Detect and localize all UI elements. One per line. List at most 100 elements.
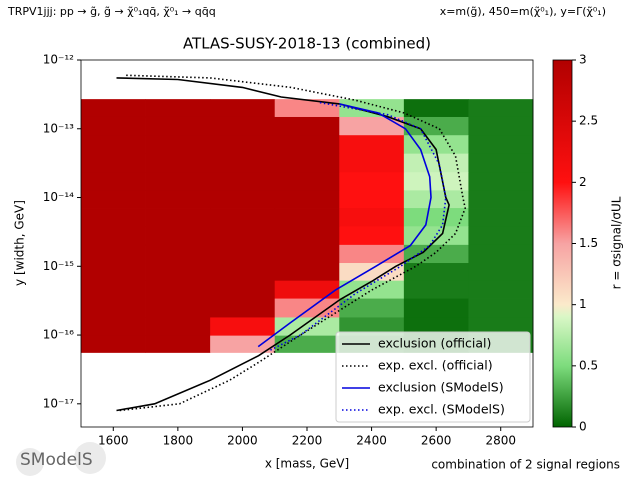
legend-box — [335, 331, 531, 423]
contour-line — [257, 103, 432, 348]
colorbar-tick-label: 0.5 — [579, 358, 598, 372]
colorbar-tick-label: 0 — [579, 420, 587, 434]
heat-cell — [274, 172, 340, 191]
heat-cell — [403, 208, 469, 227]
x-tick-label: 2800 — [485, 434, 516, 448]
heat-cell — [339, 99, 405, 118]
x-tick-label: 1600 — [98, 434, 129, 448]
heat-cell — [339, 244, 405, 264]
heat-cell — [403, 317, 469, 337]
heat-cell — [468, 190, 534, 209]
heat-cell — [81, 263, 146, 282]
heat-cell — [210, 244, 276, 264]
heat-cell — [339, 317, 405, 337]
heat-cell — [274, 135, 340, 155]
x-tick-label: 2000 — [227, 434, 258, 448]
heat-cell — [468, 280, 534, 299]
heat-cell — [210, 226, 276, 246]
heat-cell — [274, 153, 340, 173]
heat-cell — [81, 208, 146, 227]
heat-cell — [210, 208, 276, 227]
heat-cell — [145, 172, 211, 191]
subtitle-right: x=m(g̃), 450=m(χ̃⁰₁), y=Γ(χ̃⁰₁) — [440, 5, 606, 18]
heat-cell — [339, 263, 405, 282]
heat-cell — [274, 99, 340, 118]
x-tick-label: 2600 — [421, 434, 452, 448]
heat-cell — [274, 226, 340, 246]
heat-cell — [339, 172, 405, 191]
heat-cell — [468, 317, 534, 337]
heat-cell — [403, 263, 469, 282]
heat-cell — [81, 280, 146, 299]
heat-cell — [145, 298, 211, 318]
heat-cell — [145, 335, 211, 353]
colorbar-tick-label: 2.5 — [579, 114, 598, 128]
heat-cell — [145, 153, 211, 173]
heat-cell — [210, 99, 276, 118]
heat-cell — [468, 244, 534, 264]
heat-cell — [210, 172, 276, 191]
heat-cell — [468, 153, 534, 173]
heat-cell — [145, 263, 211, 282]
heat-cell — [145, 317, 211, 337]
footer: combination of 2 signal regions — [431, 458, 620, 472]
contour-line — [116, 77, 450, 412]
colorbar — [552, 59, 573, 428]
heat-cell — [210, 317, 276, 337]
heat-cell — [81, 99, 146, 118]
heat-cell — [81, 135, 146, 155]
heat-cell — [403, 172, 469, 191]
heat-cell — [403, 280, 469, 299]
x-axis-label: x [mass, GeV] — [265, 457, 349, 471]
heat-cell — [81, 172, 146, 191]
heat-cell — [81, 190, 146, 209]
heat-cell — [210, 190, 276, 209]
chart-title: ATLAS-SUSY-2018-13 (combined) — [183, 35, 431, 53]
heat-cell — [468, 99, 534, 118]
heat-cell — [339, 116, 405, 136]
heat-cell — [210, 153, 276, 173]
heat-cell — [274, 208, 340, 227]
contour-line — [119, 74, 467, 412]
heat-cell — [274, 298, 340, 318]
heat-cell — [403, 116, 469, 136]
heat-cell — [81, 153, 146, 173]
heat-cell — [210, 135, 276, 155]
heat-cell — [274, 280, 340, 299]
heat-cell — [339, 190, 405, 209]
heat-cell — [145, 135, 211, 155]
heat-cell — [81, 116, 146, 136]
contour-line — [269, 101, 447, 352]
heat-cell — [81, 298, 146, 318]
heat-cell — [145, 280, 211, 299]
heat-cell — [403, 153, 469, 173]
heat-cell — [274, 335, 340, 353]
heat-cell — [81, 226, 146, 246]
y-tick-label: 10⁻¹² — [43, 53, 74, 67]
y-axis-label: y [width, GeV] — [13, 200, 27, 286]
colorbar-tick-label: 1 — [579, 297, 587, 311]
heat-cell — [145, 226, 211, 246]
y-tick-label: 10⁻¹⁷ — [43, 396, 74, 410]
heat-cell — [145, 208, 211, 227]
heat-cell — [145, 99, 211, 118]
x-tick-label: 2400 — [356, 434, 387, 448]
heat-cell — [145, 190, 211, 209]
heat-cell — [339, 298, 405, 318]
heat-cell — [145, 244, 211, 264]
heat-cell — [274, 263, 340, 282]
heat-cell — [145, 116, 211, 136]
colorbar-label: r = σsignal/σUL — [610, 196, 624, 289]
heat-cell — [210, 335, 276, 353]
heat-cell — [81, 335, 146, 353]
heat-cell — [403, 99, 469, 118]
heat-cell — [210, 298, 276, 318]
heat-cell — [274, 190, 340, 209]
y-tick-label: 10⁻¹³ — [43, 121, 74, 135]
x-tick-label: 2200 — [292, 434, 323, 448]
y-tick-label: 10⁻¹⁵ — [43, 259, 74, 273]
heat-cell — [81, 317, 146, 337]
y-tick-label: 10⁻¹⁴ — [43, 190, 74, 204]
y-tick-label: 10⁻¹⁶ — [43, 328, 74, 342]
